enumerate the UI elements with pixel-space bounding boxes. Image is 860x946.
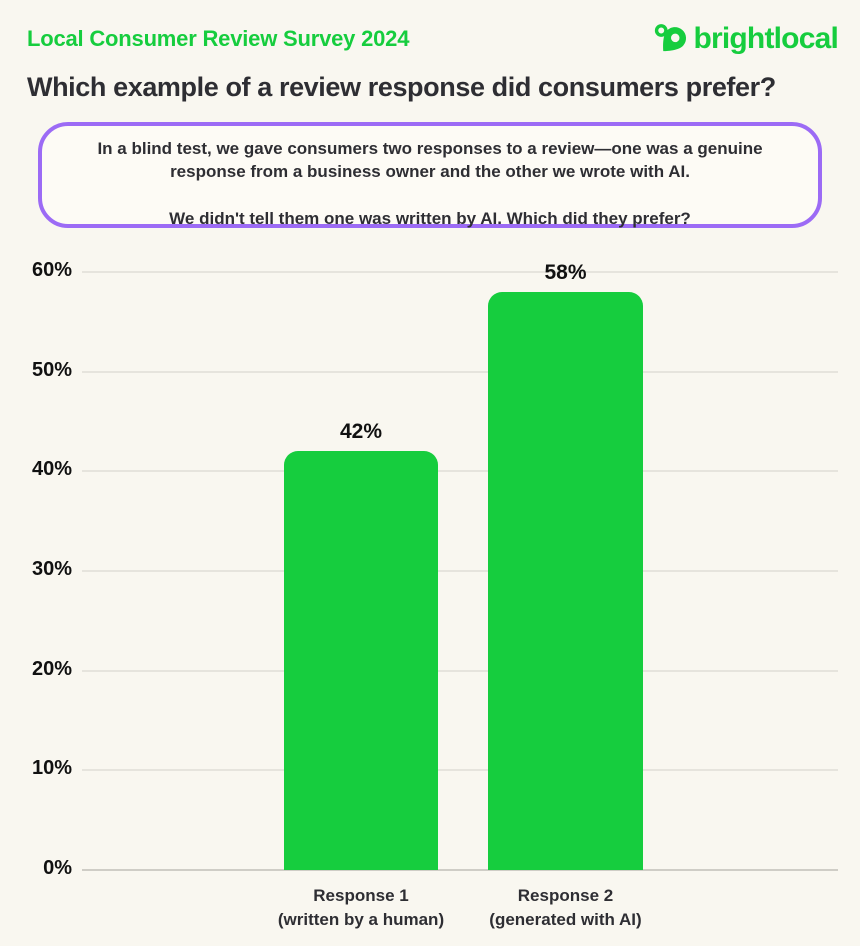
callout-box: In a blind test, we gave consumers two r…: [38, 122, 822, 228]
gridline: [82, 470, 838, 473]
gridline: [82, 370, 838, 373]
gridline: [82, 769, 838, 772]
bar-category-label: Response 1 (written by a human): [277, 886, 445, 929]
gridline: [82, 869, 838, 871]
brand-name: brightlocal: [693, 22, 838, 55]
gridline: [82, 570, 838, 572]
bar-value-label: 58%: [544, 260, 587, 284]
callout-line-1: In a blind test, we gave consumers two r…: [97, 139, 763, 181]
header: Local Consumer Review Survey 2024 bright…: [27, 20, 839, 58]
bar: [488, 291, 643, 870]
y-tick-label: 50%: [31, 358, 72, 381]
y-tick-label: 60%: [31, 259, 72, 281]
callout-line-2: We didn't tell them one was written by A…: [169, 209, 691, 228]
brightlocal-pin-icon: [654, 22, 688, 56]
survey-title: Local Consumer Review Survey 2024: [27, 26, 410, 51]
bar: [284, 451, 438, 870]
gridline: [82, 669, 838, 672]
bar-value-label: 42%: [339, 420, 383, 444]
brand-logo: brightlocal: [654, 22, 839, 56]
gridline: [82, 271, 838, 273]
y-tick-label: 30%: [31, 558, 72, 580]
page-title: Which example of a review response did c…: [27, 72, 776, 102]
y-tick-label: 10%: [31, 757, 72, 780]
y-tick-label: 0%: [43, 857, 72, 879]
y-tick-label: 40%: [31, 458, 72, 481]
y-tick-label: 20%: [31, 657, 72, 680]
bar-category-label: Response 2 (generated with AI): [489, 886, 642, 929]
